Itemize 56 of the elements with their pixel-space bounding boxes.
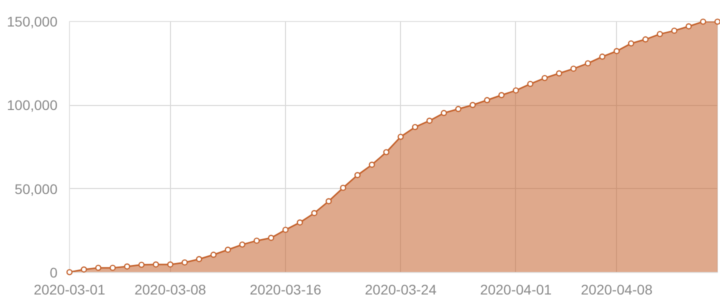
point xyxy=(671,28,678,34)
point xyxy=(714,18,720,25)
x-tick-label: 2020-03-08 xyxy=(134,282,206,298)
point xyxy=(182,259,188,266)
point xyxy=(542,74,548,82)
x-tick-label: 2020-03-16 xyxy=(250,282,322,298)
point xyxy=(440,110,447,116)
point xyxy=(296,219,303,226)
point xyxy=(614,48,620,54)
point xyxy=(138,262,145,268)
point xyxy=(412,124,418,130)
point xyxy=(498,92,505,98)
point xyxy=(642,36,649,42)
point xyxy=(426,118,433,124)
point xyxy=(326,198,332,204)
point xyxy=(254,238,260,244)
point xyxy=(383,149,390,156)
point xyxy=(354,172,361,178)
x-tick-label: 2020-04-01 xyxy=(480,282,552,298)
point xyxy=(398,134,404,140)
y-tick-label: 50,000 xyxy=(14,180,58,197)
point xyxy=(556,70,562,76)
point xyxy=(239,241,246,248)
point xyxy=(527,80,534,88)
point xyxy=(95,264,102,271)
point xyxy=(700,18,706,25)
x-tick-label: 2020-03-01 xyxy=(34,282,106,298)
y-tick-label: 150,000 xyxy=(6,14,58,30)
y-tick-label: 100,000 xyxy=(6,97,58,114)
point xyxy=(512,87,519,94)
point xyxy=(484,97,490,104)
point xyxy=(599,54,606,60)
point xyxy=(224,246,231,253)
point xyxy=(311,210,318,216)
point xyxy=(368,162,375,168)
point xyxy=(686,23,692,30)
point xyxy=(124,263,130,270)
point xyxy=(196,256,202,262)
point xyxy=(570,66,577,72)
point xyxy=(66,269,73,276)
point xyxy=(470,102,476,108)
x-tick-label: 2020-04-08 xyxy=(580,282,653,298)
x-tick-label: 2020-03-24 xyxy=(364,282,437,298)
point xyxy=(268,234,274,241)
point xyxy=(210,252,217,258)
point xyxy=(584,60,591,66)
point xyxy=(282,226,289,233)
point xyxy=(167,261,174,268)
point xyxy=(152,261,159,268)
point xyxy=(80,266,87,273)
point xyxy=(340,184,346,191)
point xyxy=(628,40,634,47)
point xyxy=(110,264,116,271)
point xyxy=(656,30,663,38)
y-tick-label: 0 xyxy=(50,264,58,280)
point xyxy=(455,106,462,112)
